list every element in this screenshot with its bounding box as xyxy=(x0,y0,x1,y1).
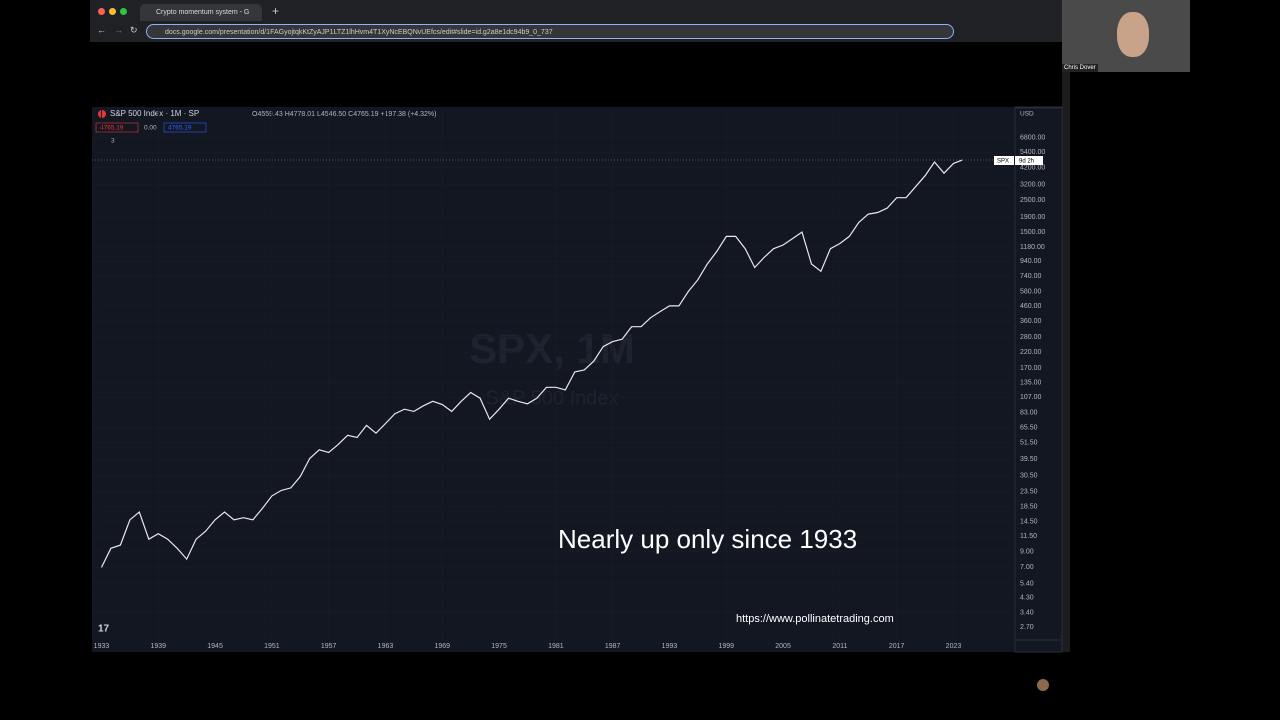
y-tick-label: 1500.00 xyxy=(1020,229,1045,236)
y-tick-label: 18.50 xyxy=(1020,504,1038,511)
y-tick-label: 460.00 xyxy=(1020,303,1042,310)
bid-box[interactable] xyxy=(95,122,139,133)
scrollbar[interactable] xyxy=(1062,72,1070,652)
x-tick-label: 2023 xyxy=(946,643,962,650)
tab[interactable]: Crypto momentum system - G xyxy=(140,4,262,21)
y-tick-label: 30.50 xyxy=(1020,472,1038,479)
y-tick-label: 9.00 xyxy=(1020,549,1034,556)
x-tick-label: 1933 xyxy=(94,643,110,650)
ask-box[interactable] xyxy=(163,122,207,133)
y-tick-label: 5400.00 xyxy=(1020,149,1045,156)
y-tick-label: 1180.00 xyxy=(1020,244,1045,251)
y-tick-label: 280.00 xyxy=(1020,334,1042,341)
x-tick-label: 2005 xyxy=(775,643,791,650)
y-tick-label: 170.00 xyxy=(1020,365,1042,372)
price-line xyxy=(100,159,964,568)
y-tick-label: 220.00 xyxy=(1020,349,1042,356)
url: docs.google.com/presentation/d/1FAGyojtq… xyxy=(165,29,553,36)
browser-chrome: Crypto momentum system - G + docs.google… xyxy=(90,0,1062,42)
y-tick-label: 107.00 xyxy=(1020,394,1042,401)
presenter-video: Chris Dover xyxy=(1062,0,1190,72)
x-tick-label: 1945 xyxy=(207,643,223,650)
y-tick-label: 4.30 xyxy=(1020,595,1034,602)
y-tick-label: 83.00 xyxy=(1020,410,1038,417)
symbol[interactable]: S&P 500 Index · 1M · SP xyxy=(110,109,199,118)
x-tick-label: 1963 xyxy=(378,643,394,650)
y-tick-label: 740.00 xyxy=(1020,273,1042,280)
y-tick-label: 2.70 xyxy=(1020,624,1034,631)
y-tick-label: 39.50 xyxy=(1020,456,1038,463)
x-tick-label: 1957 xyxy=(321,643,337,650)
tradingview-logo[interactable]: 17 xyxy=(98,624,110,635)
y-tick-label: 135.00 xyxy=(1020,379,1042,386)
y-tick-label: 580.00 xyxy=(1020,288,1042,295)
y-tick-label: 2500.00 xyxy=(1020,197,1045,204)
y-tick-label: 940.00 xyxy=(1020,258,1042,265)
reload-button[interactable]: ↻ xyxy=(130,25,138,35)
minimize-button[interactable] xyxy=(109,8,116,15)
x-tick-label: 2017 xyxy=(889,643,905,650)
tab-title: Crypto momentum system - G xyxy=(156,9,250,16)
y-tick-label: 23.50 xyxy=(1020,489,1038,496)
caption: Nearly up only since 1933 xyxy=(558,524,857,554)
y-tick-label: 14.50 xyxy=(1020,519,1038,526)
indicator-count[interactable]: 3 xyxy=(111,138,115,145)
countdown-box xyxy=(1015,156,1043,165)
symbol-icon xyxy=(98,110,106,118)
x-tick-label: 2011 xyxy=(832,643,847,650)
spread: 0.00 xyxy=(144,125,157,132)
y-tick-label: 65.50 xyxy=(1020,425,1038,432)
x-tick-label: 1975 xyxy=(491,643,507,650)
price-axis-border xyxy=(1014,107,1063,641)
back-button[interactable]: ← xyxy=(97,25,106,35)
presenter-face xyxy=(1117,12,1149,57)
source-url: https://www.pollinatetrading.com xyxy=(736,613,894,625)
price-tag: SPX xyxy=(997,159,1009,165)
x-tick-label: 1987 xyxy=(605,643,621,650)
app-icon[interactable] xyxy=(1037,679,1049,691)
close-button[interactable] xyxy=(98,8,105,15)
new-tab[interactable]: + xyxy=(272,4,280,18)
x-tick-label: 1951 xyxy=(264,643,280,650)
presenter-name: Chris Dover xyxy=(1062,64,1098,72)
currency[interactable]: USD xyxy=(1020,111,1034,118)
ohlc: O4559.43 H4778.01 L4546.50 C4765.19 +197… xyxy=(252,111,436,118)
y-tick-label: 1900.00 xyxy=(1020,214,1045,221)
y-tick-label: 4200.00 xyxy=(1020,165,1045,172)
price-tag-box xyxy=(994,156,1014,165)
y-tick-label: 3200.00 xyxy=(1020,182,1045,189)
maximize-button[interactable] xyxy=(120,8,127,15)
watermark-name: S&P 500 Index xyxy=(485,387,618,409)
address-bar[interactable]: docs.google.com/presentation/d/1FAGyojtq… xyxy=(146,24,954,39)
ask: 4765.19 xyxy=(168,125,192,132)
y-tick-label: 51.50 xyxy=(1020,440,1038,447)
y-tick-label: 360.00 xyxy=(1020,318,1042,325)
chart-panel xyxy=(92,107,1062,652)
y-tick-label: 7.00 xyxy=(1020,564,1034,571)
watermark-symbol: SPX, 1M xyxy=(469,325,635,372)
x-tick-label: 1993 xyxy=(662,643,678,650)
bid: 4765.19 xyxy=(100,125,124,132)
y-tick-label: 11.50 xyxy=(1020,533,1037,540)
y-tick-label: 5.40 xyxy=(1020,580,1034,587)
x-tick-label: 1969 xyxy=(434,643,450,650)
y-tick-label: 3.40 xyxy=(1020,609,1034,616)
countdown: 9d 2h xyxy=(1019,159,1034,165)
x-tick-label: 1939 xyxy=(150,643,166,650)
x-tick-label: 1999 xyxy=(718,643,734,650)
y-tick-label: 6800.00 xyxy=(1020,134,1045,141)
forward-button[interactable]: → xyxy=(114,25,123,35)
price-axis xyxy=(1014,106,1063,653)
x-tick-label: 1981 xyxy=(548,643,564,650)
